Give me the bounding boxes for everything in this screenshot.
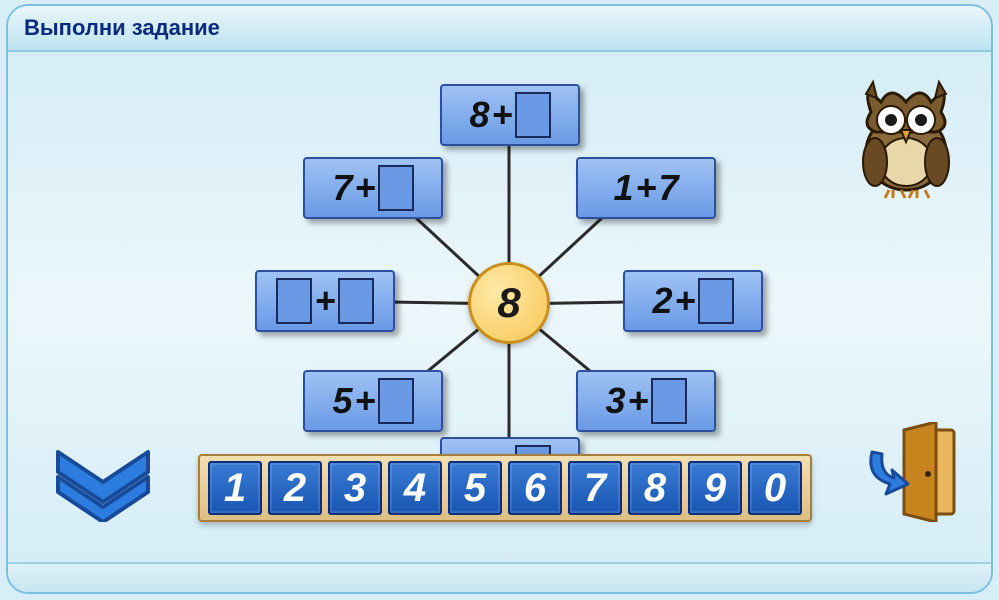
app-frame: Выполни задание 8 + 7 + 1 + 7 + 2 [6,4,993,594]
card-slot[interactable] [651,378,687,424]
plus-sign: + [355,380,376,422]
digit-2[interactable]: 2 [268,461,322,515]
digit-5[interactable]: 5 [448,461,502,515]
digit-8[interactable]: 8 [628,461,682,515]
card-left: 7 [332,167,352,209]
card-slot[interactable] [698,278,734,324]
equation-card-bottom-left[interactable]: 5 + [303,370,443,432]
card-left: 8 [469,94,489,136]
digit-tray: 1234567890 [198,454,812,522]
hub-value: 8 [497,279,520,327]
equation-card-mid-right[interactable]: 2 + [623,270,763,332]
equation-card-top-left[interactable]: 7 + [303,157,443,219]
plus-sign: + [675,280,696,322]
digit-4[interactable]: 4 [388,461,442,515]
card-slot[interactable] [515,92,551,138]
card-left: 3 [605,380,625,422]
digit-9[interactable]: 9 [688,461,742,515]
digit-7[interactable]: 7 [568,461,622,515]
page-title: Выполни задание [24,15,220,41]
digit-0[interactable]: 0 [748,461,802,515]
digit-3[interactable]: 3 [328,461,382,515]
header: Выполни задание [8,6,991,52]
equation-card-top-right[interactable]: 1 + 7 [576,157,716,219]
plus-sign: + [635,167,656,209]
plus-sign: + [492,94,513,136]
card-left: 2 [652,280,672,322]
digit-6[interactable]: 6 [508,461,562,515]
equation-card-bottom-right[interactable]: 3 + [576,370,716,432]
card-slot[interactable] [338,278,374,324]
equation-card-top[interactable]: 8 + [440,84,580,146]
digit-1[interactable]: 1 [208,461,262,515]
center-hub: 8 [468,262,550,344]
card-left: 5 [332,380,352,422]
plus-sign: + [314,280,335,322]
plus-sign: + [355,167,376,209]
plus-sign: + [628,380,649,422]
footer [8,562,991,592]
workspace: 8 + 7 + 1 + 7 + 2 + 5 + [8,52,991,562]
owl-icon [841,72,971,202]
exit-door-icon[interactable] [866,422,961,522]
equation-card-mid-left[interactable]: + [255,270,395,332]
card-right: 7 [659,167,679,209]
card-slot[interactable] [378,378,414,424]
card-slot[interactable] [276,278,312,324]
card-left: 1 [613,167,633,209]
chevron-down-icon[interactable] [48,442,158,522]
card-slot[interactable] [378,165,414,211]
